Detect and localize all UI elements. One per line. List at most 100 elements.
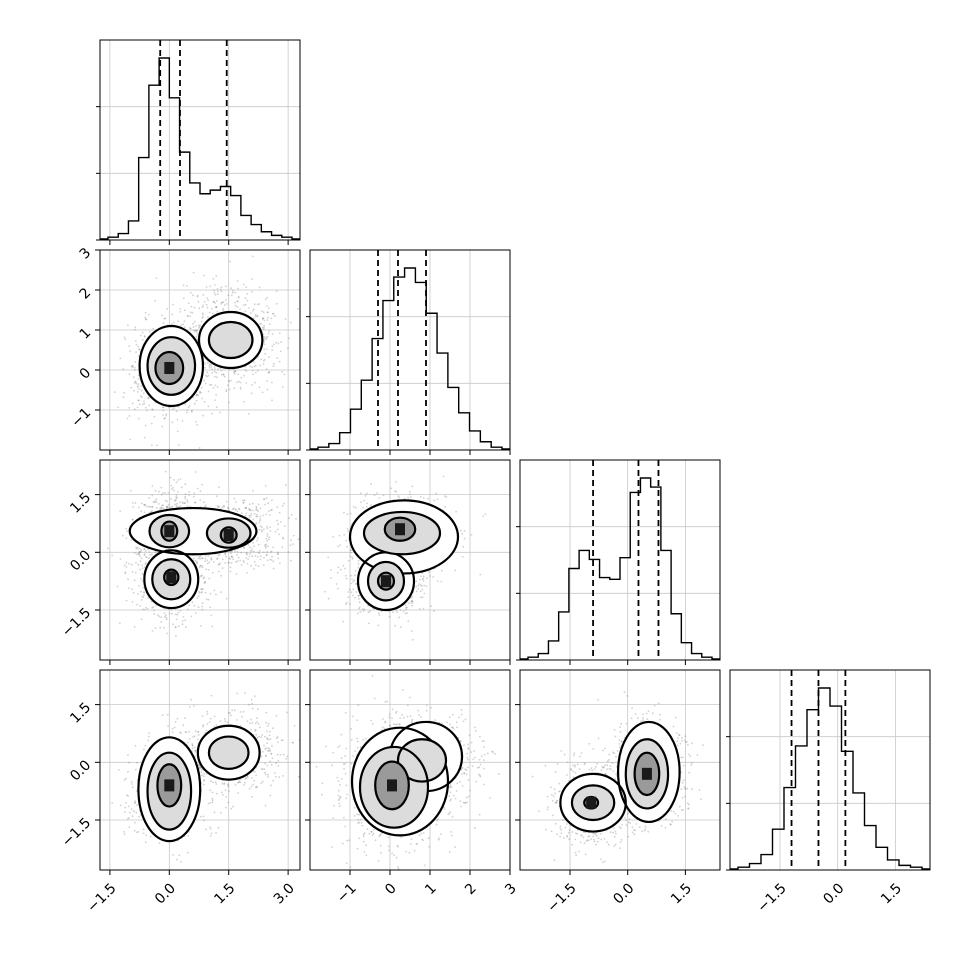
- scatter-point: [338, 534, 341, 537]
- scatter-panel-2-1: [305, 459, 511, 665]
- scatter-point: [258, 549, 261, 552]
- scatter-point: [221, 301, 224, 304]
- scatter-point: [229, 570, 232, 573]
- scatter-point: [222, 309, 224, 311]
- scatter-point: [216, 311, 219, 313]
- scatter-point: [422, 607, 425, 610]
- scatter-point: [216, 558, 218, 560]
- scatter-point: [163, 317, 166, 320]
- scatter-point: [230, 294, 233, 297]
- scatter-point: [388, 610, 390, 613]
- scatter-point: [243, 499, 246, 502]
- scatter-point: [409, 496, 412, 498]
- scatter-point: [139, 568, 141, 571]
- scatter-point: [136, 406, 139, 409]
- scatter-point: [337, 587, 339, 590]
- scatter-point: [205, 598, 208, 601]
- scatter-point: [230, 552, 233, 555]
- scatter-point: [233, 387, 236, 390]
- scatter-panel-3-0: [95, 669, 301, 875]
- scatter-point: [200, 591, 203, 594]
- scatter-point: [163, 626, 165, 629]
- scatter-point: [248, 307, 250, 309]
- scatter-point: [397, 495, 400, 497]
- scatter-point: [261, 526, 263, 528]
- scatter-point: [162, 504, 164, 506]
- scatter-point: [125, 802, 127, 804]
- scatter-point: [151, 630, 154, 632]
- scatter-point: [142, 832, 145, 835]
- scatter-point: [289, 544, 292, 547]
- scatter-point: [131, 366, 134, 369]
- scatter-point: [201, 602, 204, 605]
- scatter-point: [204, 591, 207, 594]
- scatter-point: [173, 321, 175, 324]
- scatter-point: [272, 312, 274, 315]
- scatter-point: [141, 331, 144, 334]
- scatter-point: [165, 413, 168, 415]
- scatter-point: [272, 560, 275, 563]
- hist-panel-0: [96, 39, 301, 245]
- scatter-point: [362, 610, 365, 612]
- scatter-point: [261, 310, 263, 312]
- scatter-point: [201, 557, 204, 560]
- scatter-point: [258, 286, 261, 289]
- scatter-point: [213, 300, 215, 303]
- scatter-point: [200, 564, 202, 567]
- scatter-point: [355, 506, 357, 509]
- scatter-point: [200, 588, 203, 591]
- scatter-point: [139, 560, 142, 562]
- scatter-point: [133, 369, 136, 371]
- scatter-point: [233, 370, 236, 373]
- scatter-point: [250, 512, 253, 515]
- scatter-point: [272, 362, 275, 365]
- scatter-point: [142, 586, 145, 589]
- scatter-point: [141, 403, 144, 406]
- scatter-point: [410, 630, 413, 632]
- scatter-point: [125, 527, 128, 530]
- scatter-point: [137, 355, 140, 358]
- scatter-point: [204, 363, 207, 365]
- scatter-point: [196, 560, 198, 563]
- scatter-point: [249, 508, 252, 511]
- scatter-point: [201, 313, 204, 316]
- scatter-point: [132, 591, 135, 594]
- scatter-point: [268, 510, 270, 512]
- scatter-point: [231, 556, 234, 558]
- scatter-point: [206, 375, 209, 378]
- scatter-point: [245, 552, 248, 555]
- scatter-point: [190, 305, 193, 308]
- scatter-point: [208, 363, 211, 366]
- scatter-point: [198, 447, 201, 449]
- scatter-point: [138, 388, 141, 391]
- contour-line-inner: [154, 350, 185, 386]
- scatter-point: [247, 558, 250, 560]
- scatter-point: [154, 500, 157, 502]
- scatter-point: [153, 613, 156, 615]
- scatter-point: [201, 565, 203, 567]
- scatter-point: [129, 438, 132, 441]
- scatter-point: [255, 505, 258, 508]
- scatter-point: [154, 299, 157, 302]
- scatter-point: [347, 591, 350, 593]
- scatter-point: [246, 553, 249, 556]
- scatter-point: [135, 343, 138, 346]
- scatter-point: [287, 347, 289, 350]
- scatter-point: [266, 380, 268, 382]
- scatter-point: [134, 380, 137, 383]
- scatter-point: [221, 558, 224, 561]
- scatter-point: [237, 287, 239, 290]
- scatter-point: [138, 348, 141, 351]
- scatter-point: [418, 583, 421, 585]
- scatter-point: [182, 616, 185, 618]
- scatter-point: [160, 507, 163, 509]
- scatter-point: [160, 621, 163, 623]
- scatter-point: [358, 598, 360, 600]
- scatter-point: [221, 301, 224, 304]
- scatter-point: [184, 483, 187, 486]
- scatter-point: [165, 506, 168, 508]
- scatter-point: [192, 322, 194, 325]
- scatter-point: [243, 561, 246, 564]
- scatter-point: [192, 495, 195, 498]
- scatter-point: [263, 343, 266, 346]
